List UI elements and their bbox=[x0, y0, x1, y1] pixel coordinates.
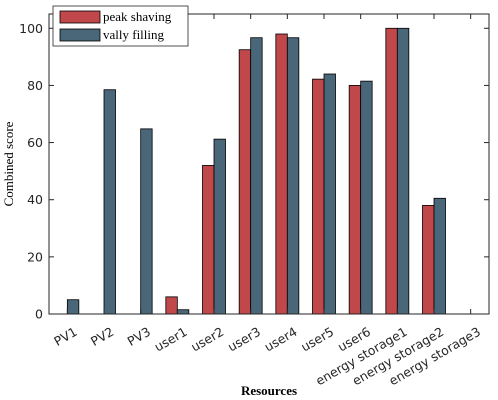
y-tick-label: 80 bbox=[27, 78, 43, 93]
plot-frame bbox=[48, 13, 490, 315]
bar-vally-filling-user2 bbox=[213, 138, 226, 315]
bar-vally-filling-user5 bbox=[323, 73, 336, 315]
bar-peak-shaving-user3 bbox=[238, 49, 252, 315]
y-tick-label: 60 bbox=[27, 135, 43, 150]
bar-peak-shaving-user5 bbox=[312, 78, 325, 315]
bar-peak-shaving-energy-storage2 bbox=[422, 205, 435, 315]
y-axis-label: Combined score bbox=[1, 121, 16, 206]
bar-vally-filling-user4 bbox=[286, 37, 300, 315]
legend-swatch-vally-filling bbox=[59, 28, 101, 42]
bar-peak-shaving-user2 bbox=[202, 165, 215, 315]
x-tick-label: user3 bbox=[225, 324, 263, 355]
bar-vally-filling-PV1 bbox=[66, 299, 80, 315]
x-tick-label: user1 bbox=[152, 324, 190, 355]
bars-group bbox=[66, 27, 446, 315]
legend-label-vally-filling: vally filling bbox=[103, 27, 165, 42]
x-tick-label: PV1 bbox=[51, 324, 79, 349]
y-tick-label: 100 bbox=[19, 21, 43, 36]
x-tick-label: PV2 bbox=[88, 324, 116, 349]
bar-vally-filling-PV3 bbox=[140, 128, 153, 315]
x-tick-label: user2 bbox=[188, 324, 226, 355]
y-tick-label: 0 bbox=[35, 307, 43, 322]
bar-vally-filling-user3 bbox=[250, 37, 263, 315]
x-axis-label: Resources bbox=[241, 383, 297, 398]
bar-peak-shaving-user1 bbox=[165, 296, 178, 315]
legend-swatch-peak-shaving bbox=[59, 10, 101, 24]
y-axis-ticks: 0 20 40 60 80 100 bbox=[19, 21, 489, 322]
x-tick-label: user5 bbox=[298, 324, 336, 355]
x-axis-ticks: PV1 PV2 PV3user1user2user3user4user5user6e… bbox=[51, 14, 483, 388]
legend: peak shaving vally filling bbox=[52, 5, 189, 47]
legend-label-peak-shaving: peak shaving bbox=[103, 9, 172, 24]
bar-vally-filling-PV2 bbox=[103, 89, 116, 315]
bar-vally-filling-energy-storage2 bbox=[433, 197, 446, 315]
bar-vally-filling-user6 bbox=[360, 80, 373, 315]
y-tick-label: 20 bbox=[27, 249, 43, 264]
bar-peak-shaving-user4 bbox=[275, 33, 288, 315]
bar-peak-shaving-energy-storage1 bbox=[385, 27, 398, 315]
bar-peak-shaving-user6 bbox=[348, 85, 362, 315]
bar-vally-filling-user1 bbox=[176, 309, 190, 315]
x-tick-label: user4 bbox=[262, 324, 300, 355]
y-tick-label: 40 bbox=[27, 192, 43, 207]
x-tick-label: PV3 bbox=[125, 324, 153, 349]
bar-vally-filling-energy-storage1 bbox=[396, 27, 410, 315]
